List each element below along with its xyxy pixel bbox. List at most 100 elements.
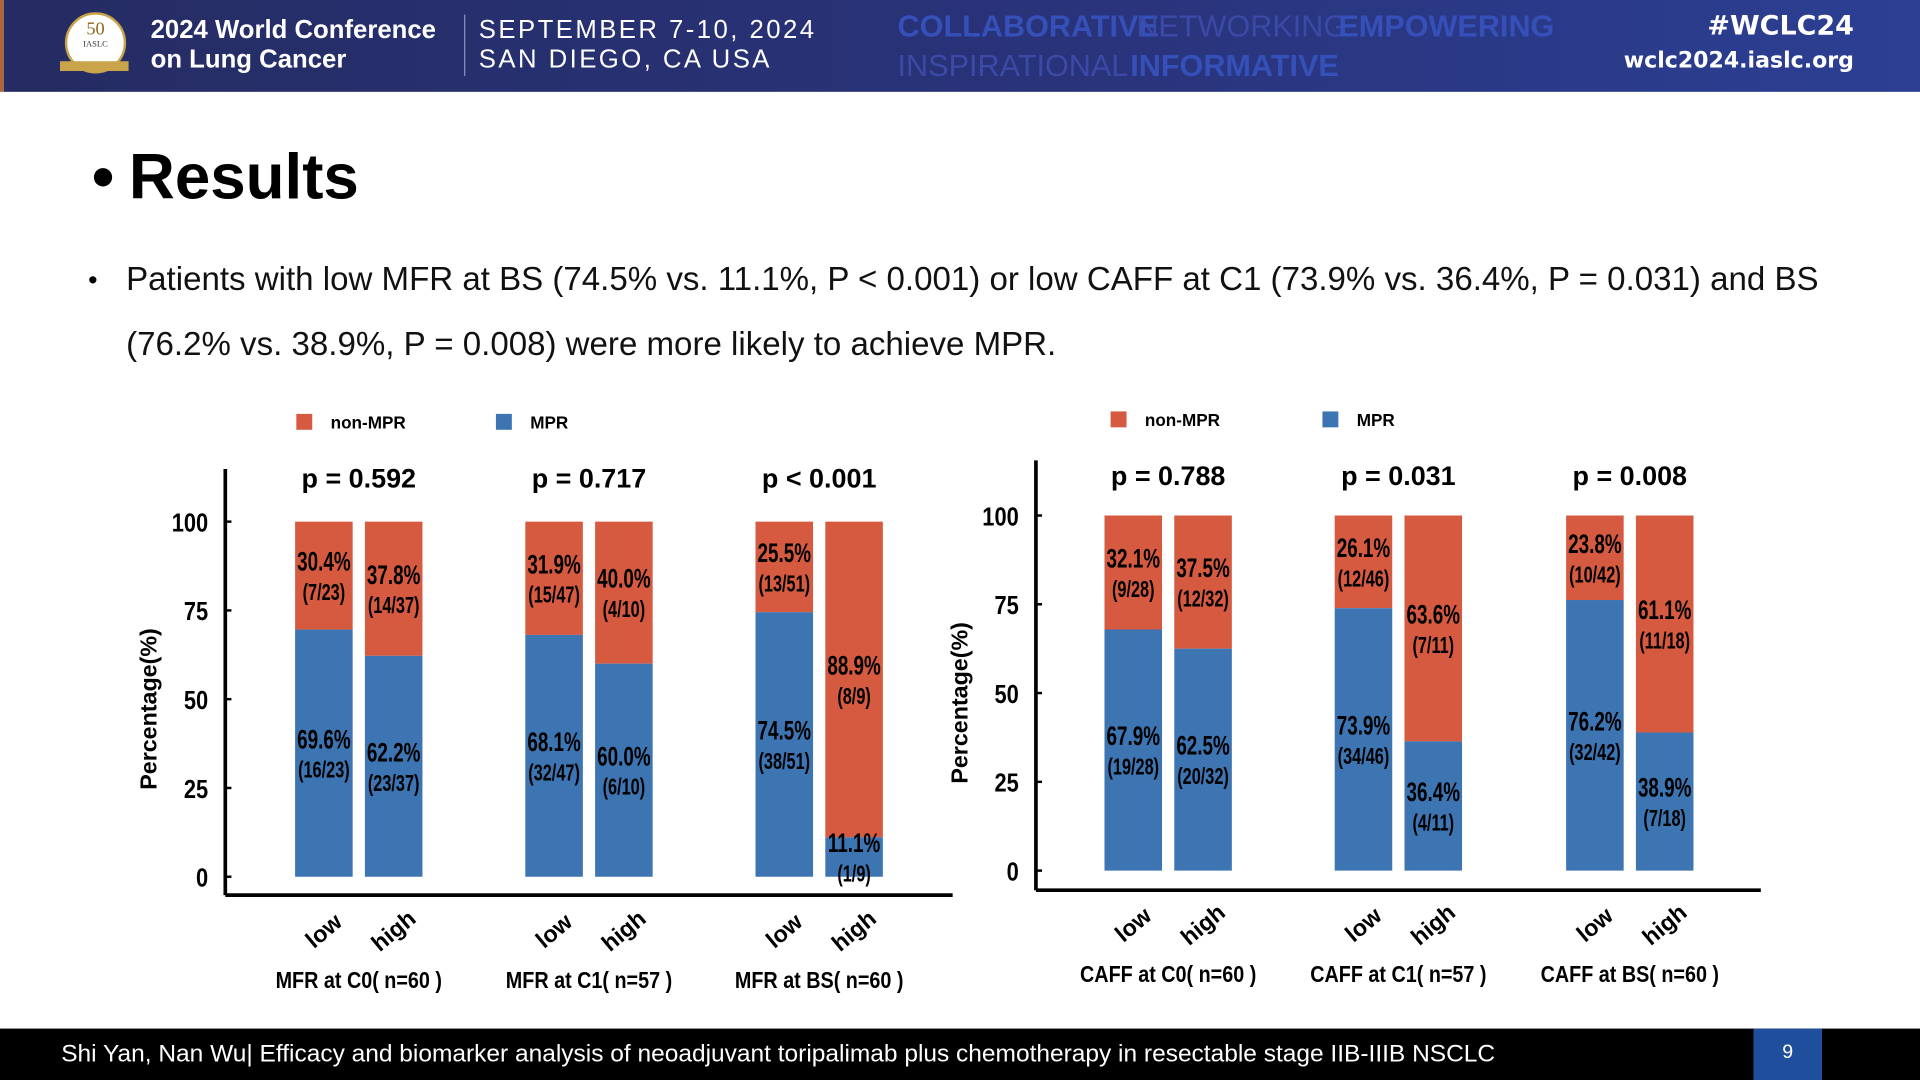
- data-label-mpr-count: (19/28): [1107, 755, 1159, 780]
- p-value-label: p = 0.592: [302, 463, 417, 493]
- data-label-mpr-count: (32/42): [1569, 740, 1621, 765]
- bar-segment-mpr: [595, 663, 653, 877]
- bar-segment-mpr: [1635, 732, 1694, 871]
- conference-date-location: SEPTEMBER 7-10, 2024 SAN DIEGO, CA USA: [479, 16, 817, 75]
- p-value-label: p = 0.031: [1341, 461, 1456, 491]
- data-label-mpr-count: (7/18): [1643, 806, 1686, 831]
- legend-label-non-mpr: non-MPR: [1145, 410, 1221, 430]
- data-label-mpr-count: (6/10): [603, 775, 646, 800]
- data-label-non-mpr-count: (13/51): [758, 572, 810, 597]
- bar-segment-non-mpr: [1104, 515, 1163, 630]
- data-label-mpr-percent: 73.9%: [1337, 710, 1391, 740]
- data-label-mpr-percent: 60.0%: [597, 741, 651, 771]
- footer-citation: Shi Yan, Nan Wu| Efficacy and biomarker …: [61, 1040, 1496, 1068]
- data-label-mpr-count: (20/32): [1177, 764, 1229, 789]
- y-tick-label: 75: [184, 598, 208, 627]
- heading-text: Results: [128, 142, 359, 214]
- x-category-label: low: [300, 908, 347, 953]
- bar-segment-mpr: [364, 655, 423, 877]
- legend-swatch-non-mpr: [296, 413, 313, 430]
- bar-segment-non-mpr: [364, 521, 423, 656]
- x-category-label: high: [1406, 899, 1460, 950]
- bar-segment-non-mpr: [1566, 515, 1624, 601]
- y-tick-label: 50: [184, 686, 208, 715]
- banner-watermark-word: NETWORKING: [1136, 9, 1348, 45]
- banner-watermark-word: COLLABORATIVE: [897, 9, 1159, 45]
- x-category-label: low: [1340, 901, 1387, 946]
- p-value-label: p = 0.788: [1111, 461, 1226, 491]
- bar-segment-mpr: [825, 837, 883, 877]
- x-category-label: high: [366, 905, 420, 956]
- slide-heading: • Results: [92, 140, 359, 216]
- data-label-non-mpr-count: (12/32): [1177, 587, 1229, 612]
- y-axis-label: Percentage(%): [946, 622, 972, 784]
- data-label-non-mpr-count: (7/23): [303, 580, 346, 605]
- y-axis-label: Percentage(%): [136, 628, 162, 790]
- bar-segment-non-mpr: [825, 521, 883, 838]
- x-group-label: MFR at C0( n=60 ): [276, 967, 442, 994]
- legend-label-non-mpr: non-MPR: [331, 413, 407, 433]
- y-tick-label: 100: [172, 509, 208, 538]
- paragraph-bullet: •: [88, 264, 98, 296]
- data-label-non-mpr-percent: 25.5%: [758, 538, 812, 568]
- data-label-non-mpr-percent: 37.8%: [367, 560, 421, 590]
- bar-segment-mpr: [1104, 629, 1163, 871]
- data-label-non-mpr-count: (7/11): [1412, 633, 1454, 658]
- x-category-label: high: [827, 905, 881, 956]
- data-label-non-mpr-count: (11/18): [1639, 629, 1690, 654]
- y-tick-label: 0: [1007, 858, 1019, 887]
- x-category-label: low: [1571, 901, 1618, 946]
- bar-segment-non-mpr: [295, 521, 353, 630]
- data-label-non-mpr-percent: 61.1%: [1638, 595, 1692, 625]
- x-category-label: high: [1637, 899, 1691, 950]
- footer-bar: Shi Yan, Nan Wu| Efficacy and biomarker …: [0, 1028, 1920, 1080]
- legend-swatch-mpr: [495, 413, 512, 430]
- conference-title: 2024 World Conference on Lung Cancer: [151, 16, 436, 75]
- data-label-non-mpr-count: (14/37): [368, 594, 420, 619]
- bar-segment-mpr: [1566, 600, 1624, 871]
- data-label-non-mpr-percent: 30.4%: [297, 546, 351, 576]
- bar-segment-mpr: [1174, 648, 1232, 871]
- x-group-label: CAFF at C1( n=57 ): [1310, 960, 1486, 987]
- data-label-mpr-count: (38/51): [758, 749, 810, 774]
- bar-segment-mpr: [755, 612, 814, 877]
- data-label-non-mpr-count: (15/47): [528, 583, 580, 608]
- data-label-mpr-percent: 38.9%: [1638, 772, 1692, 802]
- conference-url[interactable]: wclc2024.iaslc.org: [1623, 47, 1854, 74]
- data-label-mpr-count: (1/9): [837, 862, 870, 887]
- p-value-label: p = 0.717: [532, 463, 646, 493]
- conference-dates: SEPTEMBER 7-10, 2024: [478, 15, 817, 45]
- data-label-mpr-percent: 68.1%: [527, 727, 581, 757]
- data-label-mpr-count: (32/47): [528, 761, 580, 786]
- data-label-non-mpr-count: (12/46): [1338, 567, 1390, 592]
- data-label-mpr-count: (34/46): [1338, 744, 1390, 769]
- legend-label-mpr: MPR: [530, 413, 569, 433]
- bar-segment-non-mpr: [755, 521, 814, 613]
- data-label-non-mpr-count: (10/42): [1569, 563, 1621, 588]
- x-group-label: CAFF at C0( n=60 ): [1080, 960, 1256, 987]
- data-label-non-mpr-count: (8/9): [837, 684, 870, 709]
- heading-bullet: •: [91, 142, 115, 214]
- bar-segment-non-mpr: [525, 521, 583, 635]
- y-tick-label: 50: [994, 680, 1018, 709]
- x-category-label: low: [761, 908, 808, 953]
- data-label-non-mpr-count: (4/10): [603, 597, 646, 622]
- bar-segment-non-mpr: [1635, 515, 1694, 733]
- p-value-label: p < 0.001: [762, 463, 877, 493]
- banner-watermark-word: INSPIRATIONAL: [897, 48, 1129, 84]
- x-group-label: MFR at BS( n=60 ): [735, 967, 904, 994]
- y-tick-label: 100: [982, 503, 1018, 532]
- x-category-label: low: [1110, 901, 1157, 946]
- bar-segment-non-mpr: [1404, 515, 1463, 742]
- data-label-non-mpr-percent: 63.6%: [1407, 599, 1461, 629]
- legend-swatch-non-mpr: [1110, 411, 1127, 428]
- conference-title-line-1: 2024 World Conference: [150, 15, 436, 45]
- x-category-label: low: [531, 908, 578, 953]
- data-label-mpr-count: (23/37): [368, 771, 420, 796]
- conference-title-line-2: on Lung Cancer: [150, 45, 347, 74]
- legend-label-mpr: MPR: [1357, 410, 1396, 430]
- data-label-non-mpr-count: (9/28): [1112, 577, 1155, 602]
- x-category-label: high: [596, 905, 650, 956]
